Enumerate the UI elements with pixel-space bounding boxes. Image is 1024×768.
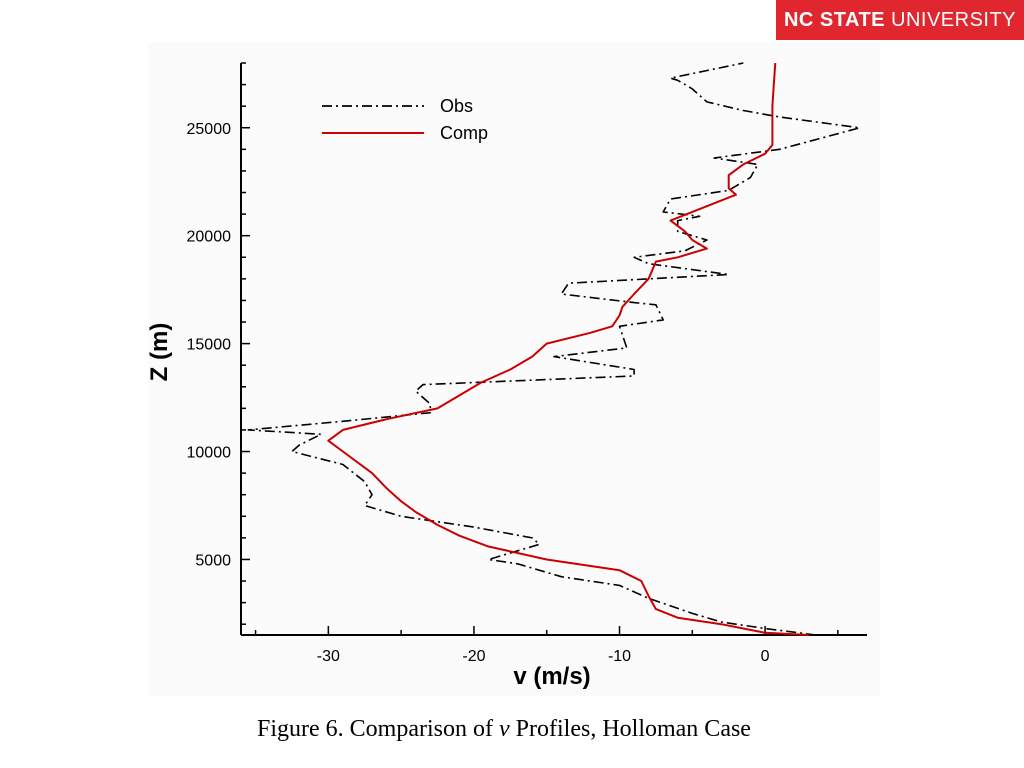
y-tick-label: 10000: [187, 445, 232, 462]
caption-prefix: Figure 6. Comparison of: [257, 716, 499, 742]
chart-legend: Obs Comp: [322, 96, 488, 143]
chart-series: [247, 62, 861, 636]
series-line-comp: [327, 62, 809, 636]
figure-caption: Figure 6. Comparison of v Profiles, Holl…: [0, 716, 1008, 743]
legend-label-comp: Comp: [440, 123, 488, 143]
x-axis-label: v (m/s): [513, 663, 590, 690]
series-line-obs: [247, 62, 861, 636]
x-tick-label: -10: [608, 648, 631, 665]
legend-label-obs: Obs: [440, 96, 473, 116]
y-tick-label: 5000: [195, 552, 231, 569]
caption-variable: v: [499, 716, 510, 742]
x-tick-label: -20: [462, 648, 485, 665]
logo-light-text: UNIVERSITY: [891, 8, 1017, 31]
y-tick-label: 20000: [187, 229, 232, 246]
y-tick-label: 15000: [187, 337, 232, 354]
logo-bold-text: NC STATE: [783, 8, 885, 31]
y-axis-label: Z (m): [146, 323, 173, 382]
nc-state-logo: NC STATE UNIVERSITY: [776, 0, 1024, 40]
chart-axes: -30 -20 -10 0 5000 10000 15000 20000 25000: [187, 62, 867, 665]
x-tick-label: 0: [761, 648, 770, 665]
caption-suffix: Profiles, Holloman Case: [509, 716, 751, 742]
x-tick-label: -30: [317, 648, 340, 665]
y-tick-label: 25000: [187, 121, 232, 138]
plot-background: [148, 42, 880, 696]
